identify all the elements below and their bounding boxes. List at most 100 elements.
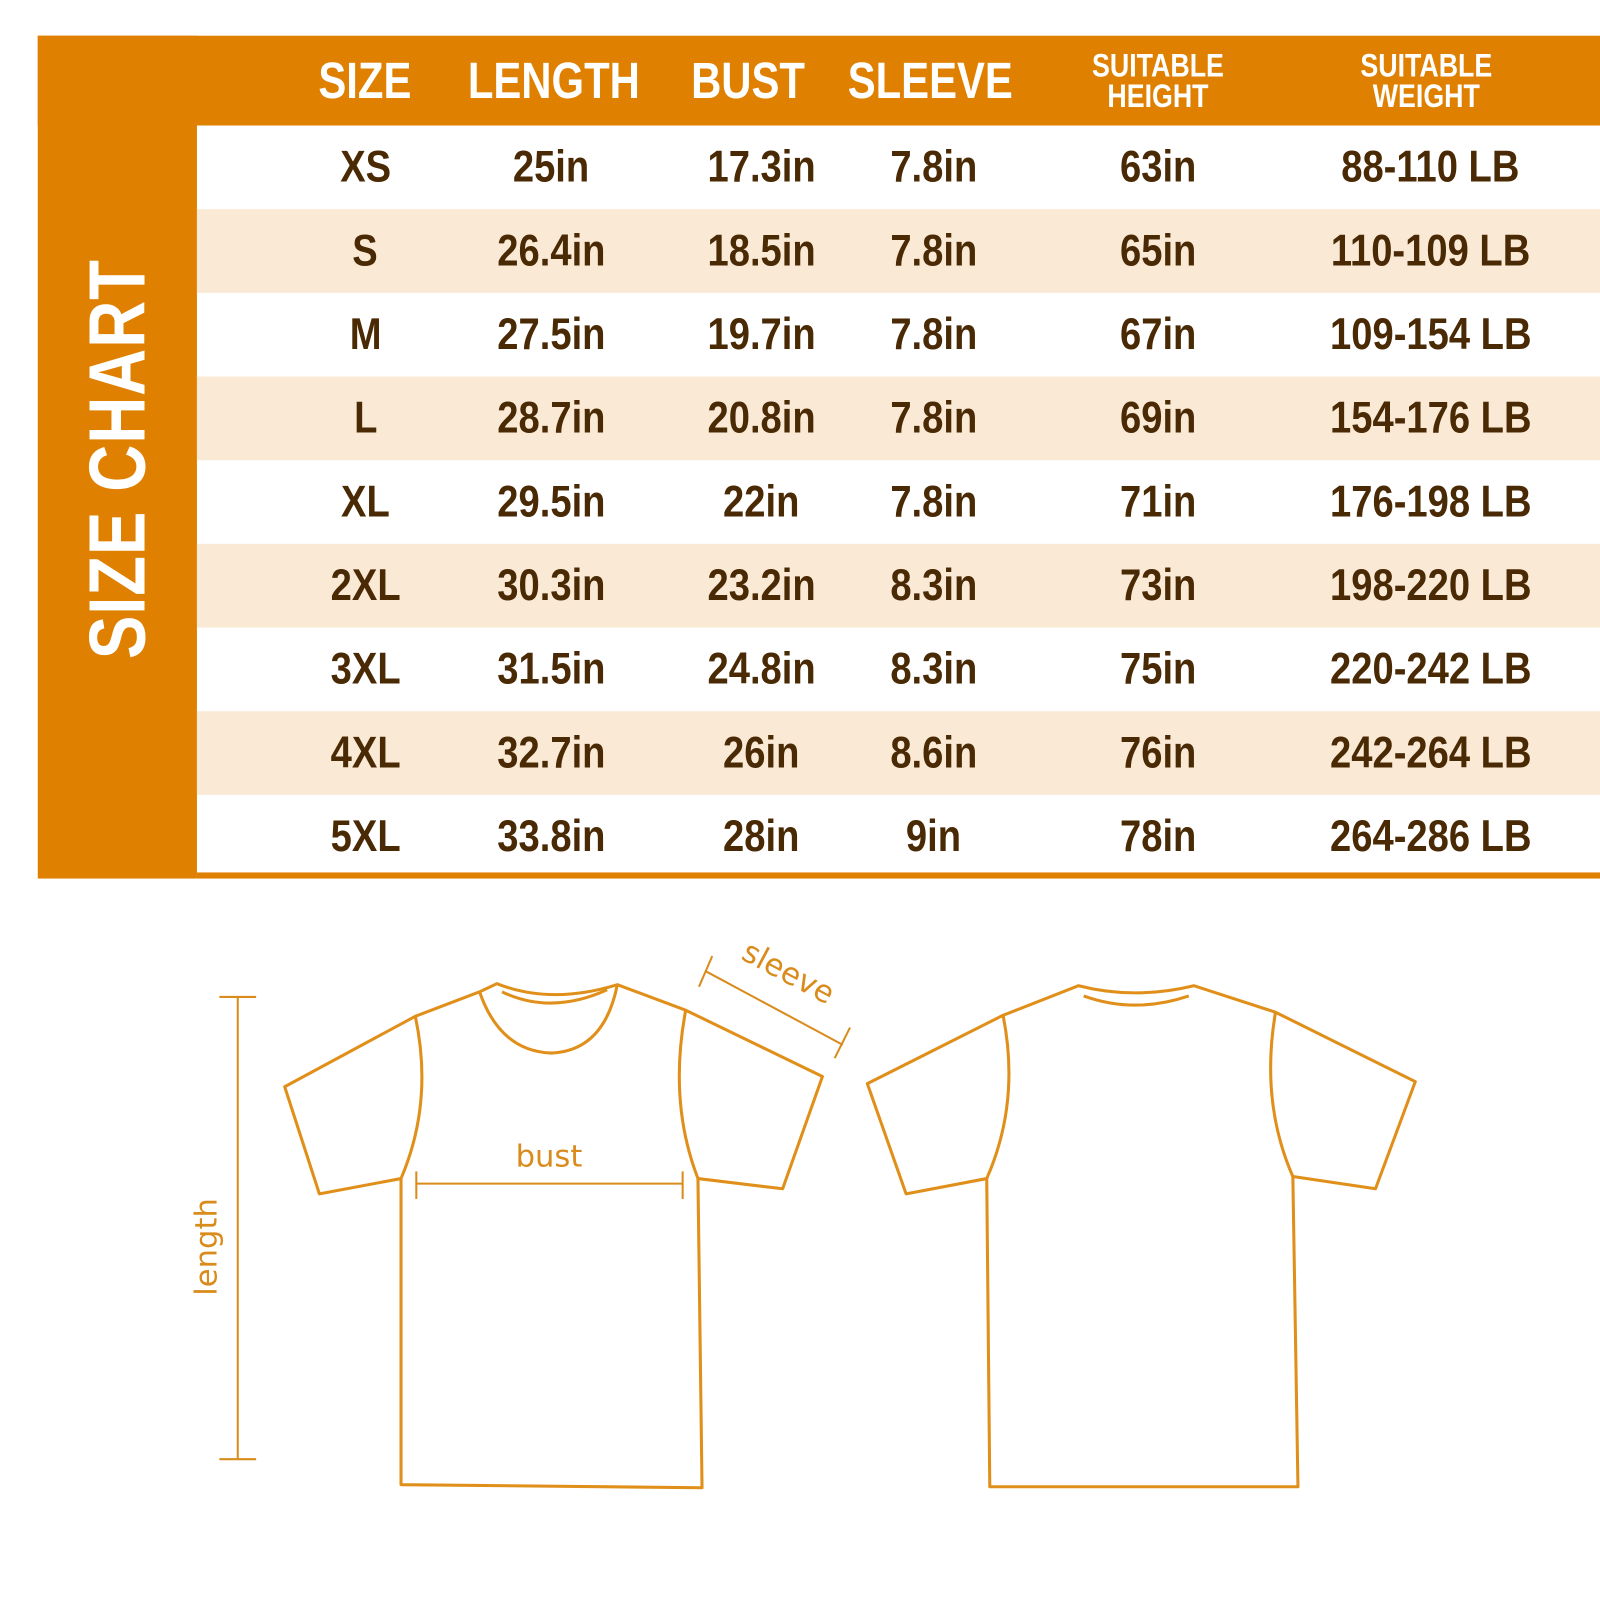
table-row: 5XL 33.8in 28in 9in 78in 264-286 LB	[197, 795, 1600, 879]
side-band	[37, 35, 197, 879]
table-cell: 220-242 LB	[1288, 628, 1574, 712]
table-cell: 73in	[1015, 544, 1301, 628]
table-cell: S	[222, 209, 508, 293]
header-band	[37, 35, 1600, 126]
table-cell: 110-109 LB	[1288, 209, 1574, 293]
table-cell: 26in	[618, 711, 904, 795]
table-cell: 7.8in	[791, 126, 1077, 210]
cell-value: 7.8in	[890, 225, 978, 276]
table-cell: 28.7in	[408, 377, 694, 461]
cell-value: 27.5in	[496, 309, 606, 360]
cell-value: 18.5in	[707, 225, 816, 276]
table-cell: 63in	[1015, 126, 1301, 210]
cell-value: 176-198 LB	[1329, 476, 1532, 527]
table-cell: 76in	[1015, 711, 1301, 795]
column-header-text: WEIGHT	[1372, 77, 1481, 115]
table-cell: 19.7in	[618, 293, 904, 377]
cell-value: 7.8in	[890, 392, 978, 443]
table-cell: 32.7in	[408, 711, 694, 795]
length-measure-line	[219, 995, 257, 1461]
table-cell: 8.3in	[791, 628, 1077, 712]
cell-value: 63in	[1119, 141, 1197, 192]
column-header-text: SIZE	[318, 52, 412, 110]
cell-value: 9in	[906, 811, 962, 862]
table-cell: 67in	[1015, 293, 1301, 377]
cell-value: 73in	[1119, 560, 1197, 611]
cell-value: S	[352, 225, 379, 276]
tshirt-front-outline	[283, 982, 824, 1490]
column-header: BUST	[615, 36, 880, 126]
cell-value: 71in	[1119, 476, 1197, 527]
column-header: SUITABLE WEIGHT	[1294, 36, 1559, 126]
cell-value: 3XL	[330, 643, 401, 694]
cell-value: M	[349, 309, 382, 360]
table-row: 4XL 32.7in 26in 8.6in 76in 242-264 LB	[196, 711, 1600, 795]
table-cell: 71in	[1015, 460, 1301, 544]
cell-value: 7.8in	[890, 309, 978, 360]
cell-value: 19.7in	[707, 309, 816, 360]
table-cell: 4XL	[222, 711, 508, 795]
column-header-text: SLEEVE	[848, 52, 1014, 110]
cell-value: 24.8in	[707, 643, 816, 694]
cell-value: 69in	[1119, 392, 1197, 443]
cell-value: 154-176 LB	[1329, 392, 1532, 443]
cell-value: 109-154 LB	[1329, 309, 1532, 360]
cell-value: 23.2in	[707, 560, 816, 611]
table-row: XS 25in 17.3in 7.8in 63in 88-110 LB	[197, 126, 1600, 210]
cell-value: 67in	[1119, 309, 1197, 360]
column-header: SIZE	[233, 36, 498, 126]
bust-label: bust	[516, 1139, 583, 1174]
cell-value: 28in	[723, 811, 800, 862]
table-cell: 7.8in	[791, 209, 1077, 293]
cell-value: 78in	[1119, 811, 1197, 862]
table-bottom-border	[196, 872, 1600, 879]
table-cell: 26.4in	[408, 209, 694, 293]
cell-value: 28.7in	[496, 392, 606, 443]
table-cell: 69in	[1015, 377, 1301, 461]
table-cell: 2XL	[222, 544, 508, 628]
cell-value: XS	[339, 141, 391, 192]
table-cell: 78in	[1015, 795, 1301, 879]
table-cell: 8.6in	[791, 711, 1077, 795]
table-cell: 176-198 LB	[1288, 460, 1574, 544]
table-cell: 31.5in	[408, 628, 694, 712]
table-cell: 29.5in	[408, 460, 694, 544]
table-cell: 264-286 LB	[1288, 795, 1574, 879]
table-cell: 3XL	[222, 628, 508, 712]
table-cell: 75in	[1015, 628, 1301, 712]
table-row: XL 29.5in 22in 7.8in 71in 176-198 LB	[197, 460, 1600, 544]
table-cell: 5XL	[222, 795, 508, 879]
column-header-text: SUITABLE	[1360, 46, 1493, 84]
table-cell: 23.2in	[618, 544, 904, 628]
cell-value: 4XL	[330, 727, 401, 778]
column-header: SUITABLE HEIGHT	[1026, 36, 1291, 126]
tshirt-back-outline	[865, 984, 1417, 1489]
bust-measure-line	[415, 1171, 684, 1199]
table-cell: 18.5in	[618, 209, 904, 293]
column-header-text: LENGTH	[468, 52, 641, 110]
table-cell: 7.8in	[791, 377, 1077, 461]
table-cell: XS	[222, 126, 508, 210]
table-row: L 28.7in 20.8in 7.8in 69in 154-176 LB	[196, 376, 1600, 461]
cell-value: 2XL	[330, 560, 401, 611]
table-cell: 7.8in	[791, 293, 1077, 377]
cell-value: 32.7in	[496, 727, 606, 778]
cell-value: 65in	[1119, 225, 1197, 276]
column-header-text: HEIGHT	[1107, 77, 1209, 115]
table-cell: 109-154 LB	[1288, 293, 1574, 377]
table-cell: 7.8in	[791, 460, 1077, 544]
cell-value: 242-264 LB	[1329, 727, 1532, 778]
cell-value: 33.8in	[496, 811, 606, 862]
table-cell: 22in	[618, 460, 904, 544]
cell-value: 75in	[1119, 643, 1197, 694]
table-row: 2XL 30.3in 23.2in 8.3in 73in 198-220 LB	[196, 543, 1600, 628]
cell-value: 25in	[512, 141, 590, 192]
cell-value: 7.8in	[890, 141, 978, 192]
column-header-text: SUITABLE	[1092, 46, 1225, 84]
cell-value: 198-220 LB	[1329, 560, 1532, 611]
table-cell: 27.5in	[408, 293, 694, 377]
table-cell: 28in	[618, 795, 904, 879]
table-cell: 242-264 LB	[1288, 711, 1574, 795]
